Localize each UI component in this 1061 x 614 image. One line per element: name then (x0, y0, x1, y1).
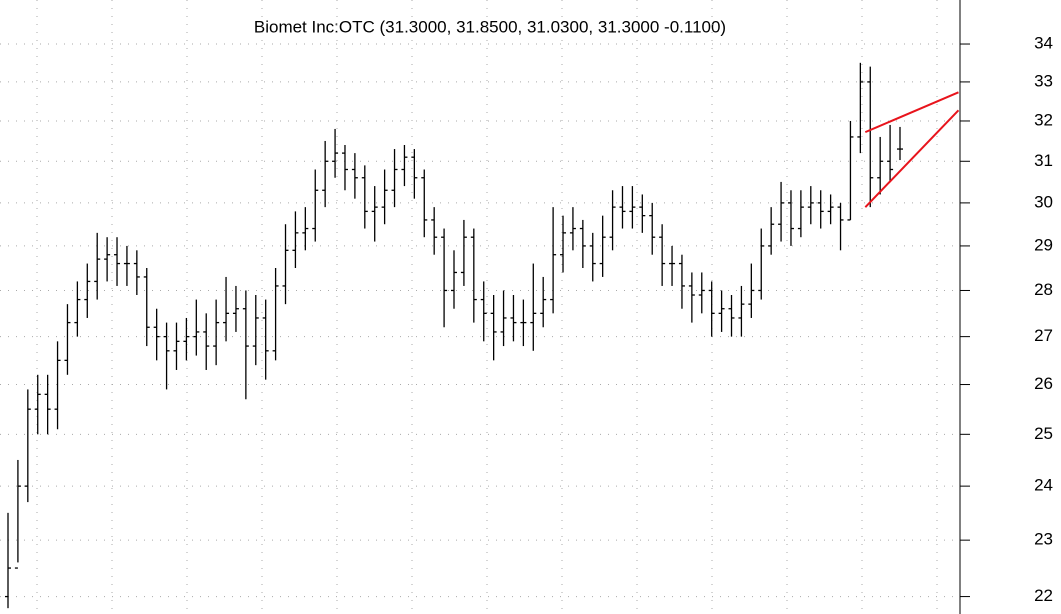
y-tick-label: 22 (1034, 586, 1053, 605)
y-tick-label: 30 (1034, 192, 1053, 211)
y-tick-label: 32 (1034, 110, 1053, 129)
vertical-grid (36, 0, 938, 614)
y-tick-label: 28 (1034, 280, 1053, 299)
y-tick-label: 34 (1034, 34, 1053, 53)
y-tick-label: 27 (1034, 326, 1053, 345)
wedge-line (864, 109, 960, 208)
y-tick-label: 33 (1034, 71, 1053, 90)
chart-subtitle: Biomet Inc:OTC (31.3000, 31.8500, 31.030… (254, 17, 726, 36)
wedge-line (864, 91, 959, 134)
y-tick-label: 26 (1034, 374, 1053, 393)
y-tick-label: 31 (1034, 151, 1053, 170)
y-tick-label: 23 (1034, 530, 1053, 549)
y-tick-label: 25 (1034, 424, 1053, 443)
y-tick-label: 24 (1034, 476, 1053, 495)
y-tick-label: 29 (1034, 235, 1053, 254)
